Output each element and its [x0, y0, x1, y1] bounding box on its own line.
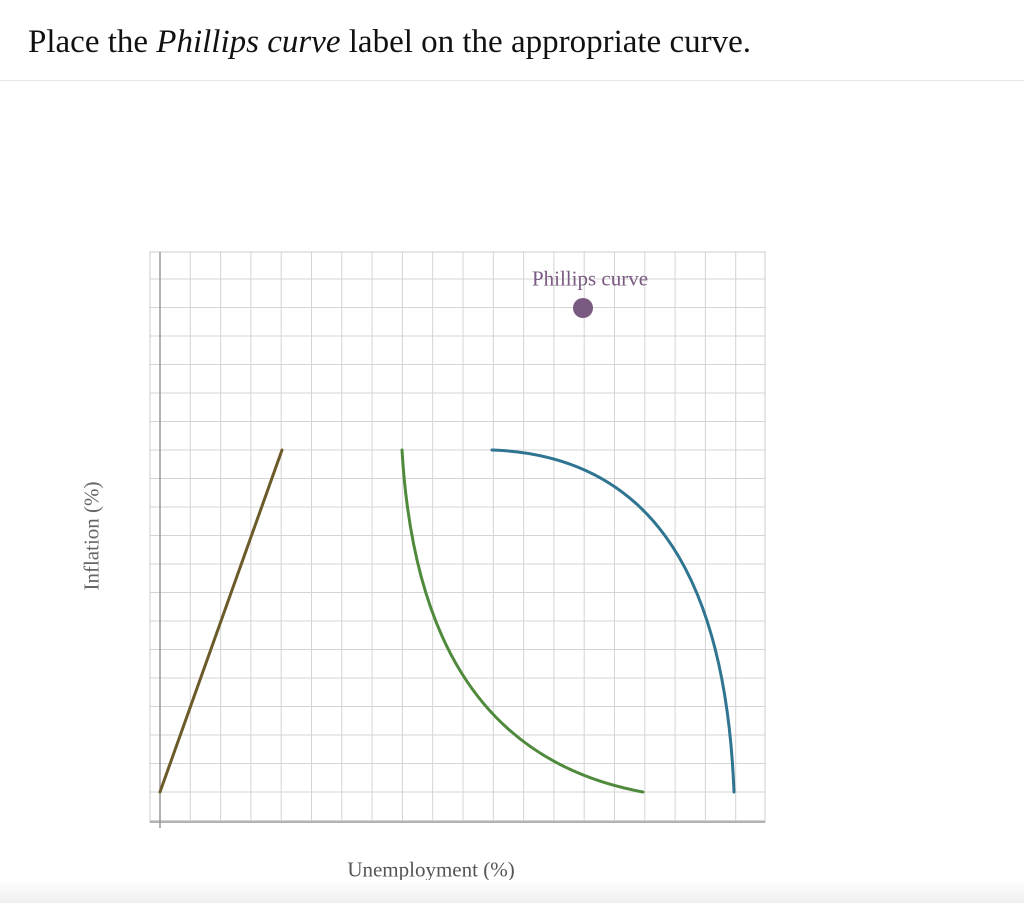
x-axis-label: Unemployment (%): [347, 857, 515, 882]
convex-curve[interactable]: [400, 448, 645, 794]
prompt-emphasis: Phillips curve: [156, 24, 341, 60]
grid-border: [149, 251, 766, 823]
straight-line-curve[interactable]: [158, 448, 284, 794]
graph-axes: [150, 252, 765, 828]
prompt-text-after: label on the appropriate curve.: [340, 24, 751, 60]
y-axis-label: Inflation (%): [79, 481, 104, 591]
question-header: Place the Phillips curve label on the ap…: [0, 0, 1024, 81]
question-prompt: Place the Phillips curve label on the ap…: [28, 24, 751, 61]
phillips-curve-draggable-label[interactable]: Phillips curve: [531, 266, 649, 291]
prompt-text-before: Place the: [28, 24, 157, 60]
bottom-edge: [0, 880, 1024, 903]
drag-handle-icon[interactable]: [573, 298, 593, 318]
graph-grid: [149, 251, 766, 823]
concave-curve[interactable]: [490, 448, 736, 794]
